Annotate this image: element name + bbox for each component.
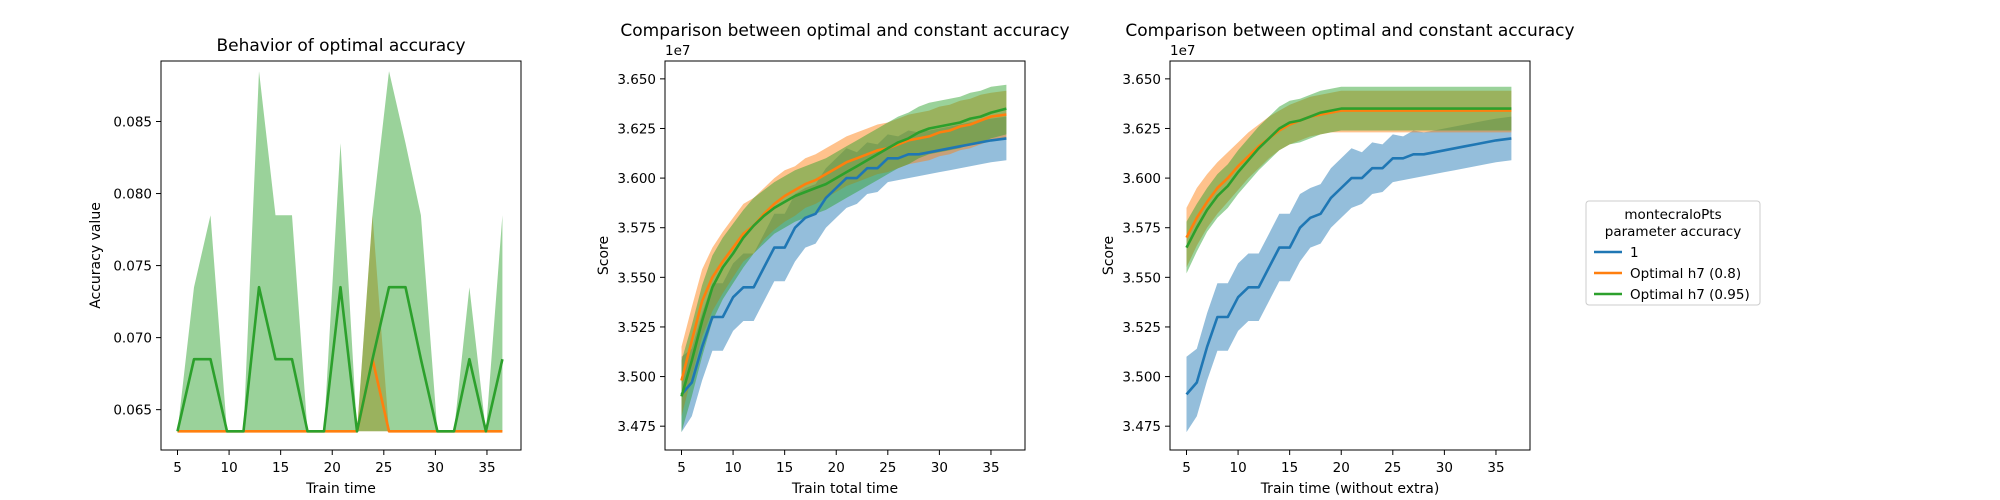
series-line-3 bbox=[1185, 107, 1512, 249]
y-tick-label: 3.650 bbox=[617, 72, 656, 88]
confidence-band-3 bbox=[681, 84, 1007, 433]
plot-area bbox=[176, 71, 504, 433]
x-axis-label: Train time (without extra) bbox=[1260, 481, 1440, 497]
y-tick-label: 3.550 bbox=[617, 270, 656, 286]
x-tick-label: 5 bbox=[1182, 460, 1191, 476]
x-tick-label: 25 bbox=[879, 460, 896, 476]
y-offset-text: 1e7 bbox=[1170, 43, 1195, 59]
x-tick-label: 10 bbox=[220, 460, 237, 476]
series-line-2 bbox=[680, 113, 1007, 381]
y-tick-label: 3.475 bbox=[1122, 419, 1161, 435]
y-offset-text: 1e7 bbox=[665, 43, 690, 59]
legend: montecraloPts parameter accuracy 1 Optimal… bbox=[1585, 200, 1761, 306]
x-tick-label: 20 bbox=[324, 460, 341, 476]
x-tick-label: 30 bbox=[931, 460, 948, 476]
axes-frame bbox=[1169, 60, 1531, 451]
legend-box bbox=[1585, 200, 1761, 306]
confidence-band-2 bbox=[1186, 90, 1512, 268]
x-tick-label: 30 bbox=[427, 460, 444, 476]
y-tick-label: 3.550 bbox=[1122, 270, 1161, 286]
y-tick-label: 3.625 bbox=[1122, 121, 1161, 137]
x-tick-label: 10 bbox=[1229, 460, 1246, 476]
axes-frame bbox=[664, 60, 1026, 451]
y-tick-label: 0.070 bbox=[113, 331, 152, 347]
y-tick-label: 0.080 bbox=[113, 187, 152, 203]
y-tick-label: 3.625 bbox=[617, 121, 656, 137]
chart-title: Comparison between optimal and constant … bbox=[1125, 21, 1574, 41]
y-tick-label: 0.075 bbox=[113, 259, 152, 275]
x-tick-label: 35 bbox=[982, 460, 999, 476]
y-axis-label: Score bbox=[1101, 236, 1117, 275]
chart-panel-2: 5 10 15 20 25 30 35 3.475 3.500 3.525 3.550 3.575 3.… bbox=[596, 21, 1070, 497]
x-tick-label: 15 bbox=[1281, 460, 1298, 476]
y-axis-label: Accuracy value bbox=[88, 202, 104, 309]
y-tick-label: 3.475 bbox=[617, 419, 656, 435]
series-line-1 bbox=[680, 137, 1007, 396]
y-tick-label: 3.500 bbox=[617, 370, 656, 386]
series-line-1 bbox=[1185, 137, 1512, 396]
legend-entry-label: 1 bbox=[1630, 245, 1639, 261]
legend-entry-label: Optimal h7 (0.8) bbox=[1630, 266, 1741, 282]
x-axis-label: Train total time bbox=[791, 481, 898, 497]
chart-panel-3: 5 10 15 20 25 30 35 3.475 3.500 3.525 3.550 3.575 3.… bbox=[1101, 21, 1575, 497]
y-tick-label: 0.065 bbox=[113, 403, 152, 419]
y-tick-label: 0.085 bbox=[113, 115, 152, 131]
y-tick-label: 3.600 bbox=[617, 171, 656, 187]
x-tick-label: 5 bbox=[173, 460, 182, 476]
series-line-2 bbox=[1185, 109, 1512, 239]
legend-subtitle: parameter accuracy bbox=[1605, 224, 1741, 240]
y-tick-label: 3.575 bbox=[1122, 221, 1161, 237]
x-tick-label: 30 bbox=[1436, 460, 1453, 476]
plot-area bbox=[680, 84, 1007, 433]
x-tick-label: 20 bbox=[828, 460, 845, 476]
x-tick-label: 25 bbox=[375, 460, 392, 476]
confidence-band-3 bbox=[1186, 86, 1512, 274]
axes-frame bbox=[160, 60, 522, 451]
confidence-band-2 bbox=[177, 71, 503, 432]
y-tick-label: 3.525 bbox=[617, 320, 656, 336]
x-axis-label: Train time bbox=[305, 481, 376, 497]
y-tick-label: 3.650 bbox=[1122, 72, 1161, 88]
y-tick-label: 3.575 bbox=[617, 221, 656, 237]
y-tick-label: 3.600 bbox=[1122, 171, 1161, 187]
x-tick-label: 15 bbox=[776, 460, 793, 476]
legend-entry-label: Optimal h7 (0.95) bbox=[1630, 287, 1750, 303]
y-axis-label: Score bbox=[596, 236, 612, 275]
chart-panel-1: 5 10 15 20 25 30 35 0.065 0.070 0.075 0.080 0.085 Be… bbox=[88, 36, 522, 497]
chart-title: Behavior of optimal accuracy bbox=[216, 36, 465, 56]
y-tick-label: 3.525 bbox=[1122, 320, 1161, 336]
plot-area bbox=[1185, 86, 1512, 433]
legend-title: montecraloPts bbox=[1624, 207, 1721, 223]
series-line-2 bbox=[176, 285, 504, 433]
x-tick-label: 10 bbox=[724, 460, 741, 476]
series-line-3 bbox=[680, 107, 1007, 397]
x-tick-label: 35 bbox=[1487, 460, 1504, 476]
chart-title: Comparison between optimal and constant … bbox=[620, 21, 1069, 41]
x-tick-label: 5 bbox=[677, 460, 686, 476]
y-tick-label: 3.500 bbox=[1122, 370, 1161, 386]
x-tick-label: 20 bbox=[1333, 460, 1350, 476]
x-tick-label: 35 bbox=[478, 460, 495, 476]
x-tick-label: 25 bbox=[1384, 460, 1401, 476]
x-tick-label: 15 bbox=[272, 460, 289, 476]
